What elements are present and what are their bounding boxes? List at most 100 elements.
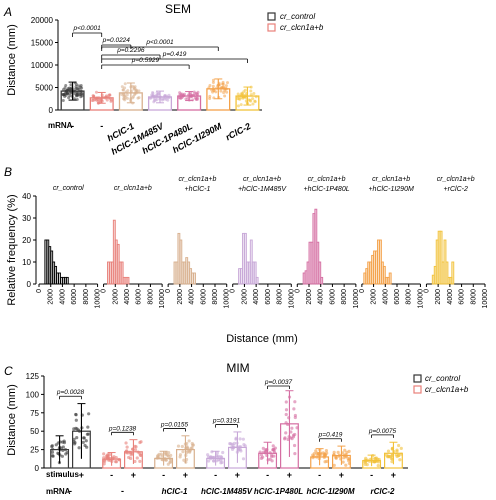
panel-c-point (284, 412, 288, 417)
panel-a-ytick-label: 0 (49, 106, 54, 115)
panel-a-pvalue: p=0.5929 (131, 57, 160, 64)
panel-a-point (219, 89, 223, 93)
panel-c-point (117, 457, 121, 462)
panel-a-point (165, 95, 169, 99)
panel-c-point (102, 452, 106, 456)
panel-b-xtick-label: 2000 (306, 289, 313, 305)
panel-b-yticks: 0 10 20 30 40 (22, 192, 36, 289)
legend-label-control: cr_control (425, 374, 460, 383)
panel-a-pvalue: p<0.0001 (72, 25, 101, 32)
panel-c-point (86, 425, 90, 429)
panel-a-point (92, 94, 96, 98)
panel-c-point (77, 429, 82, 433)
panel-b-group-title: cr_clcn1a+b (243, 176, 281, 183)
panel-a-group-label: - (100, 121, 103, 131)
panel-c-point (394, 453, 398, 457)
panel-c-mrna-label: mRNA (46, 487, 71, 496)
panel-b-xtick-label: 6000 (459, 289, 466, 305)
panel-c-point (127, 455, 131, 460)
panel-a-point (121, 88, 125, 92)
panel-c: C MIM Distance (mm) 0 25 50 75 100 125 p=0.00… (4, 361, 469, 496)
legend-swatch-clcn1a (413, 385, 422, 394)
panel-c-point (271, 444, 275, 448)
panel-a-yticks: 0 5000 10000 15000 20000 (31, 16, 58, 115)
panel-b-xtick-label: 4000 (189, 289, 196, 305)
panel-c-point (293, 400, 297, 404)
panel-b: B cr_control cr_clcn1a+b cr_clcn1a+b +hClC-… (4, 165, 489, 345)
panel-c-point (336, 450, 340, 454)
panel-c-point (63, 448, 68, 452)
panel-b-group-subtitle: +rClC-2 (444, 186, 468, 193)
panel-c-point (114, 456, 118, 460)
panel-c-point (75, 427, 79, 431)
panel-c-point (377, 457, 381, 462)
panel-c-point (82, 436, 86, 440)
panel-a-point (152, 99, 156, 103)
panel-c-point (283, 436, 287, 440)
panel-b-group-title: cr_clcn1a+b (372, 176, 410, 183)
panel-b-xtick-label: 10000 (159, 289, 166, 309)
panel-c-point (167, 451, 171, 455)
panel-b-hist-bar (439, 230, 443, 285)
panel-b-group-title: cr_clcn1a+b (437, 176, 475, 183)
panel-a-point (208, 97, 212, 101)
panel-b-group-subtitle: +hClC-1M485V (238, 186, 287, 193)
panel-c-point (291, 433, 296, 437)
panel-c-point (60, 454, 64, 458)
panel-c-point (136, 450, 140, 454)
panel-c-point (295, 426, 299, 430)
panel-letter-b: B (4, 165, 12, 179)
panel-c-stimulus-sign: - (58, 470, 61, 480)
panel-b-ytick-label: 30 (22, 214, 31, 223)
panel-a-point (180, 92, 184, 96)
panel-b-xtick-label: 8000 (212, 289, 219, 305)
panel-c-point (322, 455, 326, 459)
panel-c-point (156, 456, 160, 460)
panel-a-point (61, 87, 65, 91)
panel-a-point (154, 93, 158, 97)
panel-a-point (221, 80, 225, 84)
panel-a-point (239, 103, 243, 107)
panel-c-point (102, 458, 106, 463)
panel-c-point (286, 422, 290, 427)
panel-c-stimulus-sign: + (391, 470, 396, 480)
panel-b-xtick-label: 0 (36, 289, 43, 293)
panel-c-point (293, 415, 297, 420)
panel-c-point (387, 455, 391, 459)
panel-c-group-labels: - - hClC-1 hClC-1M485V hClC-1P480L hClC-1I290… (69, 486, 395, 496)
panel-b-hist-bar (320, 276, 324, 285)
legend-swatch-control (267, 12, 276, 21)
panel-c-point (258, 450, 262, 454)
panel-b-xtick-label: 6000 (394, 289, 401, 305)
panel-a-point (132, 95, 136, 99)
panel-c-point (243, 444, 247, 448)
panel-b-xtick-label: 2000 (48, 289, 55, 305)
panel-c-point (113, 460, 118, 464)
panel-c-point (332, 450, 336, 454)
panel-c-point (325, 451, 329, 455)
panel-c-point (72, 427, 76, 431)
panel-c-point (398, 458, 402, 462)
panel-a-point (101, 96, 105, 100)
panel-c-point (332, 453, 336, 457)
panel-b-ytick-label: 40 (22, 192, 31, 201)
panel-a-point (133, 87, 137, 91)
panel-b-xtick-label: 2000 (241, 289, 248, 305)
panel-letter-a: A (3, 5, 12, 19)
panel-c-point (51, 447, 55, 451)
legend-label-control: cr_control (280, 12, 315, 21)
panel-b-xtick-label: 8000 (470, 289, 477, 305)
panel-c-point (219, 455, 224, 459)
panel-c-stimulus-sign: - (214, 470, 217, 480)
panel-a-point (193, 96, 197, 100)
panel-a-marks (57, 20, 262, 111)
panel-c-stimulus-sign: - (318, 470, 321, 480)
legend-swatch-clcn1a (267, 23, 276, 32)
panel-b-hist-bar (243, 232, 247, 285)
panel-a-pvalues: p<0.0001p=0.0224p=0.2296p=0.5929p<0.0001… (72, 25, 248, 69)
panel-c-group-label: hClC-1P480L (254, 487, 303, 496)
panel-b-xtick-label: 6000 (200, 289, 207, 305)
panel-a-point (223, 94, 227, 98)
panel-b-group-title: cr_clcn1a+b (308, 176, 346, 183)
panel-c-point (399, 446, 403, 451)
